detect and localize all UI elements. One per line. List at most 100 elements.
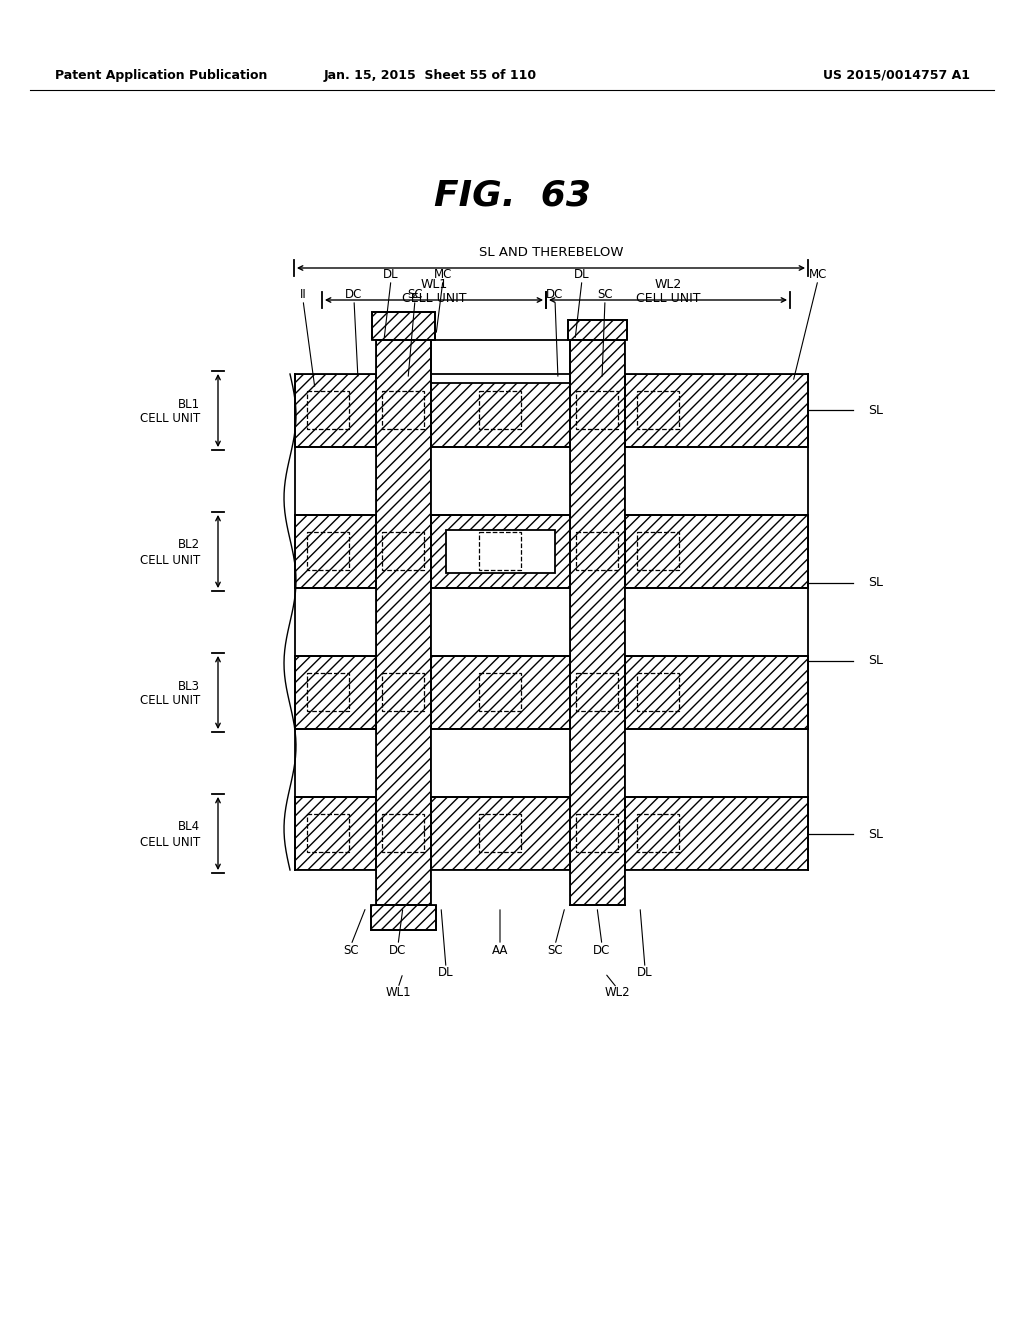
Bar (446, 531, 555, 573)
Bar (295, 656, 376, 729)
Bar (575, 532, 618, 570)
Bar (376, 341, 431, 906)
Bar (625, 515, 808, 587)
Bar (568, 319, 627, 341)
Text: SL: SL (868, 828, 883, 841)
Text: CELL UNIT: CELL UNIT (139, 694, 200, 708)
Bar (625, 341, 808, 374)
Bar (431, 797, 570, 870)
Bar (295, 587, 376, 656)
Text: CELL UNIT: CELL UNIT (139, 412, 200, 425)
Bar (371, 906, 436, 931)
Bar (307, 391, 349, 429)
Bar (479, 532, 521, 570)
Bar (568, 319, 627, 341)
Bar (431, 374, 570, 447)
Bar (479, 391, 521, 429)
Bar (625, 797, 808, 870)
Bar (371, 906, 436, 931)
Bar (575, 814, 618, 851)
Bar (295, 515, 376, 587)
Text: SC: SC (597, 289, 612, 301)
Bar (570, 341, 625, 906)
Text: SL: SL (868, 655, 883, 668)
Bar (431, 656, 570, 729)
Bar (637, 391, 679, 429)
Text: WL2: WL2 (654, 279, 682, 292)
Bar (446, 531, 555, 573)
Text: DL: DL (383, 268, 398, 281)
Text: DL: DL (574, 268, 590, 281)
Text: SL AND THEREBELOW: SL AND THEREBELOW (479, 246, 624, 259)
Bar (625, 374, 808, 447)
Bar (295, 515, 376, 587)
Bar (625, 870, 808, 906)
Bar (431, 515, 570, 587)
Bar (371, 906, 436, 931)
Text: SL: SL (868, 404, 883, 417)
Text: BL1: BL1 (178, 397, 200, 411)
Bar (382, 673, 424, 711)
Text: II: II (300, 289, 306, 301)
Bar (295, 374, 376, 447)
Bar (295, 797, 376, 870)
Bar (637, 532, 679, 570)
Bar (625, 447, 808, 515)
Text: DC: DC (345, 289, 362, 301)
Bar (372, 312, 435, 341)
Bar (382, 814, 424, 851)
Bar (625, 729, 808, 797)
Bar (382, 391, 424, 429)
Bar (570, 341, 625, 906)
Bar (431, 729, 570, 797)
Bar (307, 673, 349, 711)
Bar (431, 447, 570, 515)
Text: DL: DL (438, 966, 454, 979)
Bar (625, 797, 808, 870)
Bar (431, 341, 570, 383)
Text: CELL UNIT: CELL UNIT (139, 553, 200, 566)
Text: DC: DC (547, 289, 563, 301)
Bar (376, 341, 431, 906)
Bar (431, 870, 570, 906)
Text: WL1: WL1 (421, 279, 447, 292)
Bar (431, 341, 570, 374)
Bar (431, 797, 570, 870)
Bar (382, 532, 424, 570)
Bar (307, 532, 349, 570)
Bar (295, 729, 376, 797)
Bar (431, 587, 570, 656)
Text: DL: DL (637, 966, 653, 979)
Bar (479, 814, 521, 851)
Text: SL: SL (868, 577, 883, 590)
Text: FIG.  63: FIG. 63 (433, 178, 591, 213)
Bar (295, 374, 376, 447)
Bar (575, 673, 618, 711)
Bar (295, 656, 376, 729)
Text: CELL UNIT: CELL UNIT (636, 292, 700, 305)
Text: DC: DC (593, 944, 610, 957)
Text: CELL UNIT: CELL UNIT (401, 292, 466, 305)
Text: MC: MC (809, 268, 827, 281)
Bar (637, 673, 679, 711)
Text: BL4: BL4 (178, 821, 200, 833)
Text: Jan. 15, 2015  Sheet 55 of 110: Jan. 15, 2015 Sheet 55 of 110 (324, 69, 537, 82)
Bar (431, 656, 570, 729)
Bar (372, 312, 435, 341)
Bar (295, 797, 376, 870)
Text: AA: AA (492, 944, 508, 957)
Text: DC: DC (389, 944, 407, 957)
Text: SC: SC (343, 944, 358, 957)
Bar (568, 319, 627, 341)
Bar (479, 673, 521, 711)
Bar (295, 341, 376, 374)
Text: CELL UNIT: CELL UNIT (139, 836, 200, 849)
Bar (431, 374, 570, 447)
Text: BL2: BL2 (178, 539, 200, 552)
Text: WL2: WL2 (604, 986, 630, 999)
Text: WL1: WL1 (385, 986, 411, 999)
Text: SC: SC (408, 289, 423, 301)
Bar (295, 447, 376, 515)
Bar (625, 656, 808, 729)
Bar (625, 515, 808, 587)
